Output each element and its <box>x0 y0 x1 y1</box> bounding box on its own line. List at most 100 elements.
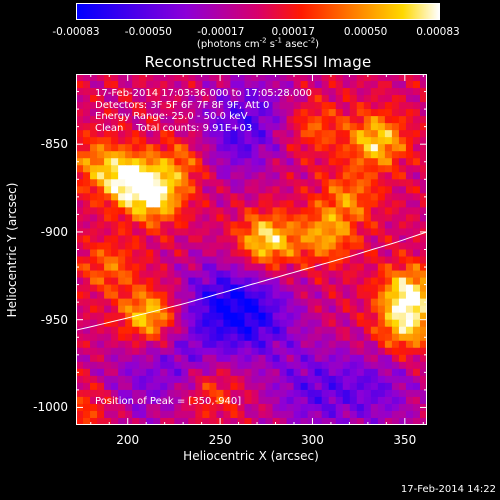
heatmap-cell <box>405 340 414 349</box>
heatmap-cell <box>377 375 386 384</box>
heatmap-cell <box>111 368 119 377</box>
heatmap-cell <box>167 88 175 96</box>
heatmap-cell <box>286 200 295 208</box>
heatmap-cell <box>104 375 112 384</box>
heatmap-cell <box>314 396 323 405</box>
heatmap-cell <box>174 256 182 265</box>
heatmap-cell <box>251 263 260 272</box>
heatmap-cell <box>223 277 232 286</box>
heatmap-cell <box>223 193 232 201</box>
heatmap-cell <box>90 333 98 342</box>
heatmap-cell <box>188 277 196 286</box>
heatmap-cell <box>356 312 365 321</box>
heatmap-cell <box>377 361 386 370</box>
heatmap-cell <box>174 403 182 412</box>
heatmap-cell <box>188 417 196 425</box>
heatmap-cell <box>202 361 210 370</box>
heatmap-cell <box>153 291 161 300</box>
heatmap-cell <box>286 172 295 180</box>
heatmap-cell <box>307 186 316 194</box>
heatmap-cell <box>216 235 225 244</box>
heatmap-cell <box>181 179 189 187</box>
heatmap-cell <box>76 368 84 377</box>
heatmap-cell <box>83 158 91 166</box>
heatmap-cell <box>132 116 140 124</box>
heatmap-cell <box>202 144 210 152</box>
heatmap-cell <box>188 291 196 300</box>
heatmap-cell <box>244 88 253 96</box>
heatmap-cell <box>223 137 232 145</box>
heatmap-cell <box>146 123 154 131</box>
heatmap-cell <box>370 361 379 370</box>
heatmap-cell <box>111 326 119 335</box>
heatmap-cell <box>181 256 189 265</box>
heatmap-cell <box>90 81 98 89</box>
heatmap-cell <box>307 88 316 96</box>
heatmap-cell <box>188 186 196 194</box>
heatmap-cell <box>90 207 98 215</box>
heatmap-cell <box>370 200 379 208</box>
heatmap-cell <box>272 284 281 293</box>
heatmap-cell <box>118 102 126 110</box>
heatmap-cell <box>160 88 168 96</box>
heatmap-cell <box>293 298 302 307</box>
heatmap-cell <box>279 228 288 237</box>
heatmap-cell <box>314 277 323 286</box>
heatmap-cell <box>104 256 112 265</box>
heatmap-cell <box>195 347 203 356</box>
heatmap-cell <box>188 326 196 335</box>
heatmap-cell <box>272 123 281 131</box>
heatmap-cell <box>76 263 84 272</box>
heatmap-cell <box>160 375 168 384</box>
heatmap-cell <box>104 326 112 335</box>
heatmap-cell <box>104 403 112 412</box>
heatmap-cell <box>286 256 295 265</box>
heatmap-cell <box>125 123 133 131</box>
heatmap-cell <box>391 95 400 103</box>
heatmap-cell <box>244 312 253 321</box>
heatmap-cell <box>412 368 421 377</box>
heatmap-cell <box>244 249 253 258</box>
heatmap-cell <box>419 284 427 293</box>
heatmap-cell <box>314 284 323 293</box>
heatmap-cell <box>370 228 379 237</box>
heatmap-cell <box>195 186 203 194</box>
heatmap-cell <box>321 130 330 138</box>
heatmap-cell <box>286 326 295 335</box>
heatmap-cell <box>300 144 309 152</box>
heatmap-cell <box>195 200 203 208</box>
heatmap-cell <box>286 249 295 258</box>
heatmap-cell <box>363 417 372 425</box>
heatmap-cell <box>405 291 414 300</box>
heatmap-cell <box>153 284 161 293</box>
heatmap-cell <box>195 368 203 377</box>
heatmap-cell <box>391 263 400 272</box>
heatmap-cell <box>286 88 295 96</box>
heatmap-cell <box>335 256 344 265</box>
colorbar-tick-label: 0.00083 <box>416 26 460 38</box>
heatmap-cell <box>321 172 330 180</box>
heatmap-cell <box>132 200 140 208</box>
heatmap-cell <box>209 116 217 124</box>
heatmap-cell <box>258 403 267 412</box>
heatmap-cell <box>293 410 302 419</box>
heatmap-cell <box>174 333 182 342</box>
heatmap-cell <box>342 410 351 419</box>
heatmap-cell <box>167 354 175 363</box>
heatmap-cell <box>139 214 147 223</box>
heatmap-cell <box>97 333 105 342</box>
heatmap-cell <box>363 305 372 314</box>
heatmap-cell <box>104 277 112 286</box>
heatmap-cell <box>195 333 203 342</box>
solar-limb-curve <box>76 231 427 331</box>
heatmap-cell <box>223 200 232 208</box>
heatmap-cell <box>258 74 267 82</box>
heatmap-cell <box>83 326 91 335</box>
heatmap-cell <box>209 347 217 356</box>
heatmap-cell <box>111 396 119 405</box>
heatmap-cell <box>328 88 337 96</box>
heatmap-cell <box>195 158 203 166</box>
heatmap-cell <box>412 221 421 230</box>
heatmap-cell <box>307 389 316 398</box>
heatmap-cell <box>132 333 140 342</box>
